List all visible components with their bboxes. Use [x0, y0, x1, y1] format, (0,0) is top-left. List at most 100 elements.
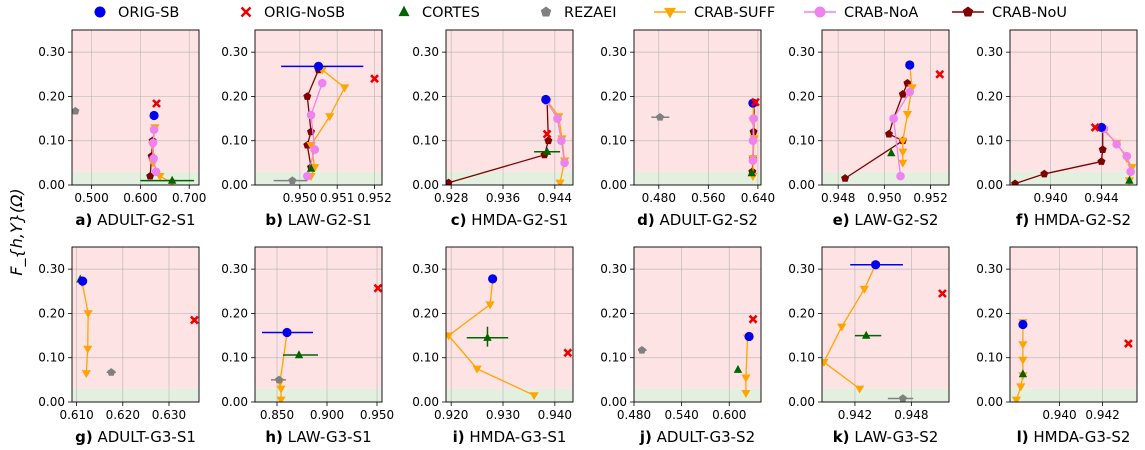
- y-tick-label: 0.10: [600, 351, 627, 365]
- y-tick-label: 0.10: [976, 351, 1003, 365]
- chart-panel-adult-g2-s1: 0.000.100.200.300.500 0.600 0.700a) ADULT-…: [38, 30, 206, 229]
- x-tick-label: 0.952: [913, 191, 947, 205]
- panel-letter: b): [265, 211, 283, 229]
- data-point-crab-noa: [310, 145, 319, 154]
- chart-panel-law-g2-s2: 0.00 0.10 0.20 0.30 0.948 0.950 0.952 e) LAW-G2…: [788, 30, 949, 229]
- y-tick-label: 0.00: [38, 178, 65, 192]
- y-tick-label: 0.10: [976, 134, 1003, 148]
- series-orig-sb: [744, 332, 753, 341]
- fair-region: [1010, 389, 1137, 402]
- unfair-region: [634, 247, 761, 389]
- y-tick-label: 0.10: [38, 351, 65, 365]
- panel-letter: a): [75, 211, 92, 229]
- data-point-orig-sb: [314, 62, 323, 71]
- x-tick-label: 0.700: [172, 191, 206, 205]
- x-tick-label: 0.936: [486, 191, 520, 205]
- panel-letter: i): [453, 428, 465, 446]
- legend-marker-crab-suff: [664, 8, 676, 18]
- y-tick-label: 0.00: [976, 178, 1003, 192]
- panel-name: ADULT-G3-S1: [93, 428, 196, 446]
- fair-region: [822, 389, 949, 402]
- x-tick-label: 0.942: [838, 408, 872, 422]
- panel-name: HMDA-G3-S1: [465, 428, 567, 446]
- panel-letter: l): [1017, 428, 1029, 446]
- y-tick-label: 0.00: [412, 395, 439, 409]
- y-tick-label: 0.00: [976, 395, 1003, 409]
- y-tick-label: 0.00: [600, 178, 627, 192]
- legend-marker-orig-nosb: [242, 8, 251, 17]
- panel-name: LAW-G3-S2: [850, 428, 939, 446]
- unfair-region: [72, 30, 199, 172]
- y-tick-label: 0.30: [38, 262, 65, 276]
- y-tick-label: 0.00: [221, 178, 248, 192]
- series-orig-sb: [149, 111, 158, 120]
- x-tick-label: 0.600: [123, 191, 157, 205]
- chart-panel-hmda-g2-s2: 0.00 0.10 0.20 0.30 0.940 0.944 f) HMDA-G2-S2: [976, 30, 1137, 229]
- chart-panel-hmda-g2-s1: 0.00 0.10 0.20 0.30 0.928 0.936 0.944 c) HMDA-G…: [412, 30, 573, 229]
- y-tick-label: 0.30: [976, 45, 1003, 59]
- panel-name: ADULT-G3-S2: [652, 428, 755, 446]
- legend-item-crab-noa: CRAB-NoA: [804, 5, 918, 21]
- fair-region: [72, 389, 199, 402]
- panel-title: f) HMDA-G2-S2: [1016, 211, 1131, 229]
- data-point-crab-noa: [318, 79, 327, 88]
- unfair-region: [1010, 30, 1137, 172]
- panel-title: l) HMDA-G3-S2: [1017, 428, 1131, 446]
- data-point-crab-noa: [560, 159, 569, 168]
- x-tick-label: 0.850: [260, 408, 294, 422]
- panel-title: h) LAW-G3-S1: [265, 428, 371, 446]
- legend-item-orig-nosb: ORIG-NoSB: [242, 5, 346, 21]
- x-tick-label: 0.944: [538, 191, 572, 205]
- data-point-orig-sb: [282, 328, 291, 337]
- x-tick-label: 0.950: [867, 191, 901, 205]
- data-point-crab-noa: [1126, 167, 1135, 176]
- x-tick-label: 0.928: [434, 191, 468, 205]
- y-tick-label: 0.30: [788, 45, 815, 59]
- legend-label: CORTES: [422, 5, 480, 21]
- data-point-orig-sb: [78, 277, 87, 286]
- x-tick-label: 0.930: [486, 408, 520, 422]
- data-point-orig-sb: [905, 60, 914, 69]
- chart-panels: 0.00 0.10 0.20 0.30 0.500 0.600 0.700 a) ADULT-…: [38, 30, 1137, 446]
- legend-marker-crab-noa: [815, 7, 826, 18]
- x-tick-label: 0.952: [357, 191, 391, 205]
- x-tick-label: 0.942: [1085, 408, 1119, 422]
- y-tick-label: 0.00: [788, 178, 815, 192]
- x-tick-label: 0.480: [617, 408, 651, 422]
- panel-title: c) HMDA-G2-S1: [451, 211, 569, 229]
- legend-marker-rezaei: [541, 7, 551, 17]
- chart-panel-law-g2-s1: 0.000.100.200.300.950 0.951 0.952b) LAW-G2…: [221, 30, 391, 229]
- panel-title: i) HMDA-G3-S1: [453, 428, 567, 446]
- panel-title: b) LAW-G2-S1: [265, 211, 371, 229]
- chart-panel-hmda-g3-s1: 0.000.100.200.300.920 0.930 0.940i) HMDA-G…: [412, 247, 573, 446]
- y-tick-label: 0.30: [412, 262, 439, 276]
- y-tick-label: 0.00: [788, 395, 815, 409]
- x-tick-label: 0.940: [1033, 191, 1067, 205]
- data-point-crab-noa: [896, 172, 905, 181]
- x-tick-label: 0.900: [310, 408, 344, 422]
- data-point-orig-sb: [744, 332, 753, 341]
- series-orig-sb: [488, 274, 497, 283]
- x-tick-label: 0.500: [74, 191, 108, 205]
- data-point-orig-sb: [871, 260, 880, 269]
- data-point-crab-noa: [749, 156, 758, 165]
- chart-panel-adult-g3-s2: 0.000.100.200.300.480 0.540 0.600j) ADULT-…: [600, 247, 761, 446]
- panel-name: HMDA-G2-S1: [466, 211, 568, 229]
- x-tick-label: 0.948: [894, 408, 928, 422]
- y-tick-label: 0.10: [221, 351, 248, 365]
- data-point-orig-sb: [488, 274, 497, 283]
- unfair-region: [822, 247, 949, 389]
- x-tick-label: 0.600: [712, 408, 746, 422]
- panel-letter: g): [75, 428, 93, 446]
- data-point-crab-noa: [149, 154, 158, 163]
- y-tick-label: 0.10: [221, 134, 248, 148]
- x-tick-label: 0.630: [152, 408, 186, 422]
- y-tick-label: 0.20: [976, 89, 1003, 103]
- fair-region: [822, 172, 949, 185]
- x-tick-label: 0.620: [106, 408, 140, 422]
- panel-name: LAW-G3-S1: [283, 428, 372, 446]
- x-tick-label: 0.950: [283, 191, 317, 205]
- x-tick-label: 0.948: [821, 191, 855, 205]
- data-point-crab-noa: [303, 172, 312, 181]
- x-tick-label: 0.610: [59, 408, 93, 422]
